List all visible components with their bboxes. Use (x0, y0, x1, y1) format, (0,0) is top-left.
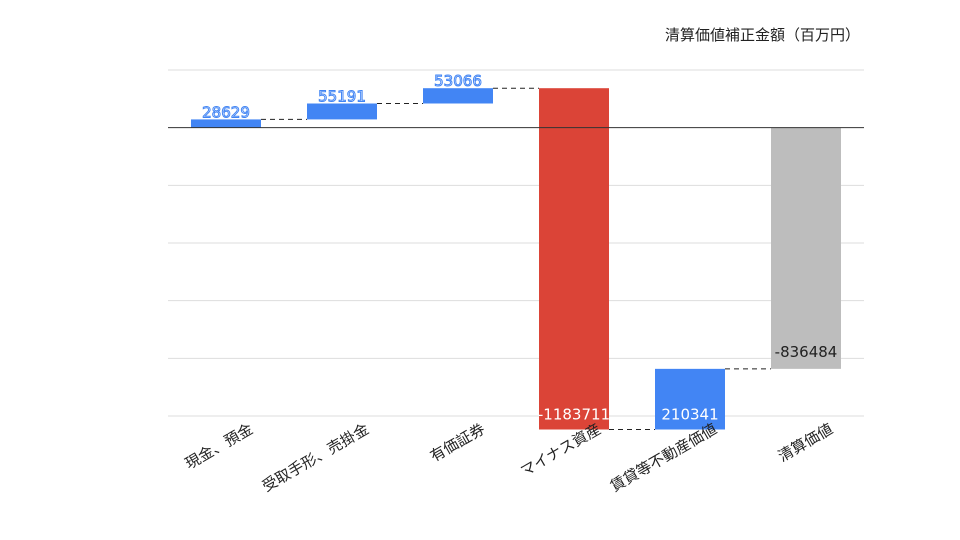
bar-0 (191, 119, 261, 128)
bar-5 (771, 127, 841, 369)
category-label-1: 受取手形、売掛金 (259, 420, 372, 496)
data-label-5: -836484 (775, 343, 838, 361)
bar-3 (539, 88, 609, 430)
data-label-2: 53066 (434, 72, 482, 90)
category-label-0: 現金、預金 (182, 420, 256, 473)
chart-title: 清算価値補正金額（百万円） (664, 26, 860, 44)
bar-4 (655, 368, 725, 430)
data-label-0: 28629 (202, 103, 250, 121)
bar-2 (423, 88, 493, 104)
category-label-5: 清算価値 (775, 420, 836, 466)
data-label-4: 210341 (661, 406, 718, 424)
category-label-4: 賃貸等不動産価値 (607, 420, 720, 496)
bar-1 (307, 103, 377, 120)
category-label-2: 有価証券 (427, 420, 488, 466)
data-label-1: 55191 (318, 87, 366, 105)
data-label-3: -1183711 (538, 406, 610, 424)
